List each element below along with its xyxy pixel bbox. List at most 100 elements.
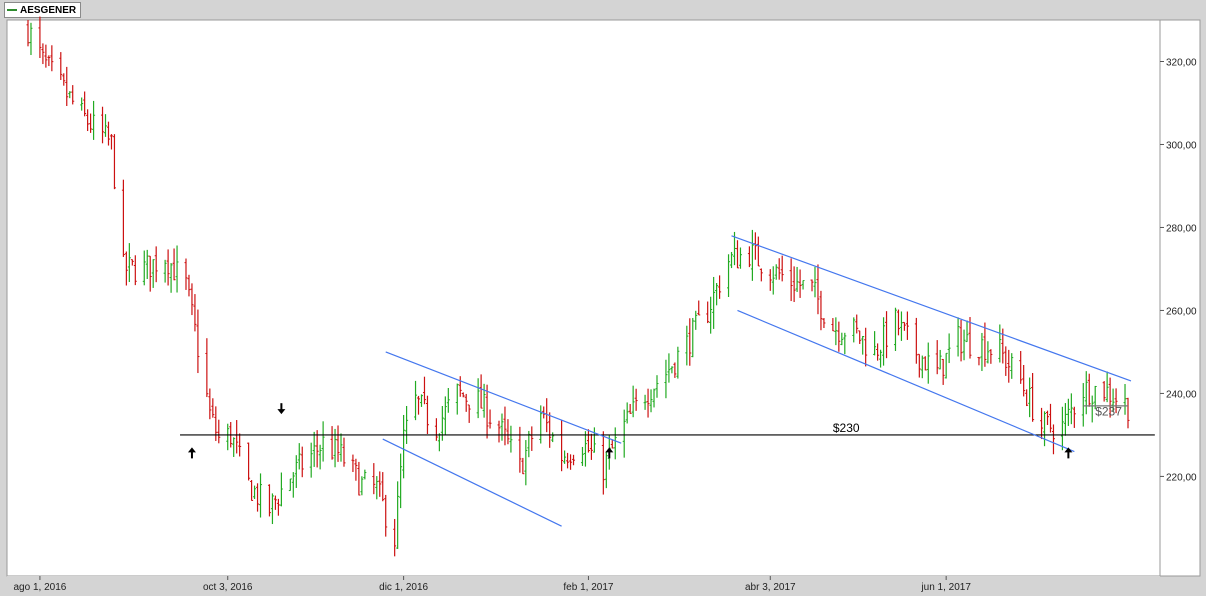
ohlc-bar: [1111, 388, 1115, 413]
ohlc-bar: [381, 472, 385, 502]
ohlc-bar: [291, 472, 295, 498]
ohlc-bar: [336, 425, 340, 462]
ohlc-bar: [288, 478, 292, 492]
ohlc-bar: [434, 418, 438, 441]
ohlc-bar: [688, 318, 692, 366]
ohlc-bar: [795, 266, 799, 292]
y-tick-label: 220,00: [1166, 472, 1197, 483]
ohlc-bar: [1028, 377, 1032, 418]
ohlc-bar: [947, 333, 951, 364]
ohlc-bar: [643, 394, 647, 410]
ohlc-bar: [962, 329, 966, 361]
ohlc-bar: [276, 498, 280, 516]
ohlc-bar: [154, 246, 158, 283]
ohlc-bar: [339, 433, 343, 462]
ohlc-bar: [566, 452, 570, 469]
ohlc-bar: [1126, 397, 1130, 429]
up-arrow-icon: [1064, 447, 1073, 459]
ohlc-bar: [393, 518, 397, 557]
ohlc-bar: [664, 359, 668, 399]
ohlc-bar: [458, 376, 462, 397]
ohlc-bar: [670, 366, 674, 374]
ohlc-bar: [375, 476, 379, 500]
ohlc-bar: [563, 450, 567, 464]
ohlc-bar: [500, 413, 504, 441]
ohlc-bar: [798, 269, 802, 298]
x-tick-label: dic 1, 2016: [379, 582, 428, 593]
ohlc-bar: [691, 317, 695, 358]
ohlc-bar: [858, 330, 862, 344]
ohlc-bar: [917, 353, 921, 378]
ohlc-bar: [548, 412, 552, 448]
ohlc-bar: [652, 388, 656, 408]
ohlc-bar: [253, 485, 257, 499]
ohlc-bar: [1031, 373, 1035, 422]
ohlc-bar: [843, 332, 847, 355]
ohlc-bar: [923, 356, 927, 371]
ohlc-bar: [270, 493, 274, 525]
ohlc-bar: [980, 332, 984, 372]
ohlc-bar: [467, 404, 471, 423]
ohlc-bar: [205, 338, 209, 398]
ohlc-bar: [506, 419, 510, 445]
ohlc-bar: [750, 229, 754, 281]
legend: AESGENER: [4, 2, 82, 18]
ohlc-bar: [569, 454, 573, 470]
ohlc-bar: [649, 389, 653, 413]
ohlc-bar: [422, 376, 426, 405]
ohlc-bar: [1060, 406, 1064, 451]
ohlc-bar: [634, 388, 638, 411]
ohlc-bar: [1102, 381, 1106, 402]
ohlc-bar: [673, 362, 677, 378]
ohlc-bar: [1105, 371, 1109, 403]
ohlc-bar: [175, 245, 179, 293]
ohlc-bar: [968, 317, 972, 359]
ohlc-bar: [86, 109, 90, 132]
x-axis: ago 1, 2016 oct 3, 2016 dic 1, 2016 feb 1, …: [14, 576, 971, 593]
ohlc-bar: [169, 263, 173, 293]
ohlc-bar: [417, 395, 421, 415]
ohlc-bar: [384, 494, 388, 537]
ohlc-bar: [747, 246, 751, 268]
ohlc-bar: [363, 469, 367, 480]
signal-arrows: [187, 403, 1073, 459]
ohlc-bar: [1040, 407, 1044, 440]
ohlc-bar: [1123, 384, 1127, 415]
arrow-head: [1064, 447, 1073, 453]
ohlc-bar: [697, 300, 701, 316]
ohlc-bar: [121, 179, 125, 257]
ohlc-bar: [831, 318, 835, 332]
ohlc-bar: [267, 484, 271, 517]
ohlc-bar: [297, 443, 301, 470]
ohlc-bar: [655, 375, 659, 398]
ohlc-bar: [142, 250, 146, 286]
ohlc-bar: [59, 52, 63, 80]
ohlc-bar: [193, 294, 197, 332]
ohlc-bar: [938, 349, 942, 370]
ohlc-bar: [1072, 406, 1076, 428]
ohlc-bar: [834, 317, 838, 346]
ohlc-bar: [864, 327, 868, 367]
ohlc-bar: [247, 442, 251, 481]
ohlc-bar: [685, 325, 689, 366]
ohlc-bar: [935, 340, 939, 375]
ohlc-bar: [837, 321, 841, 352]
ohlc-bar: [256, 483, 260, 512]
ohlc-bar: [756, 236, 760, 267]
ohlc-bar: [476, 378, 480, 419]
y-tick-label: 300,00: [1166, 140, 1197, 151]
ohlc-bar: [1081, 383, 1085, 427]
ohlc-bar: [583, 431, 587, 467]
ohlc-bar: [572, 454, 576, 466]
ohlc-bar: [1046, 410, 1050, 425]
channel-upper-2-line: [731, 235, 1132, 382]
ohlc-bar: [464, 393, 468, 412]
ohlc-bar: [101, 106, 105, 144]
ohlc-bar: [524, 440, 528, 486]
ohlc-bar: [497, 420, 501, 443]
ohlc-bar: [44, 44, 48, 68]
ohlc-bar: [1025, 389, 1029, 407]
ohlc-bar: [1087, 373, 1091, 407]
legend-swatch: [7, 9, 17, 11]
channel-lower-2-line: [737, 309, 1075, 453]
